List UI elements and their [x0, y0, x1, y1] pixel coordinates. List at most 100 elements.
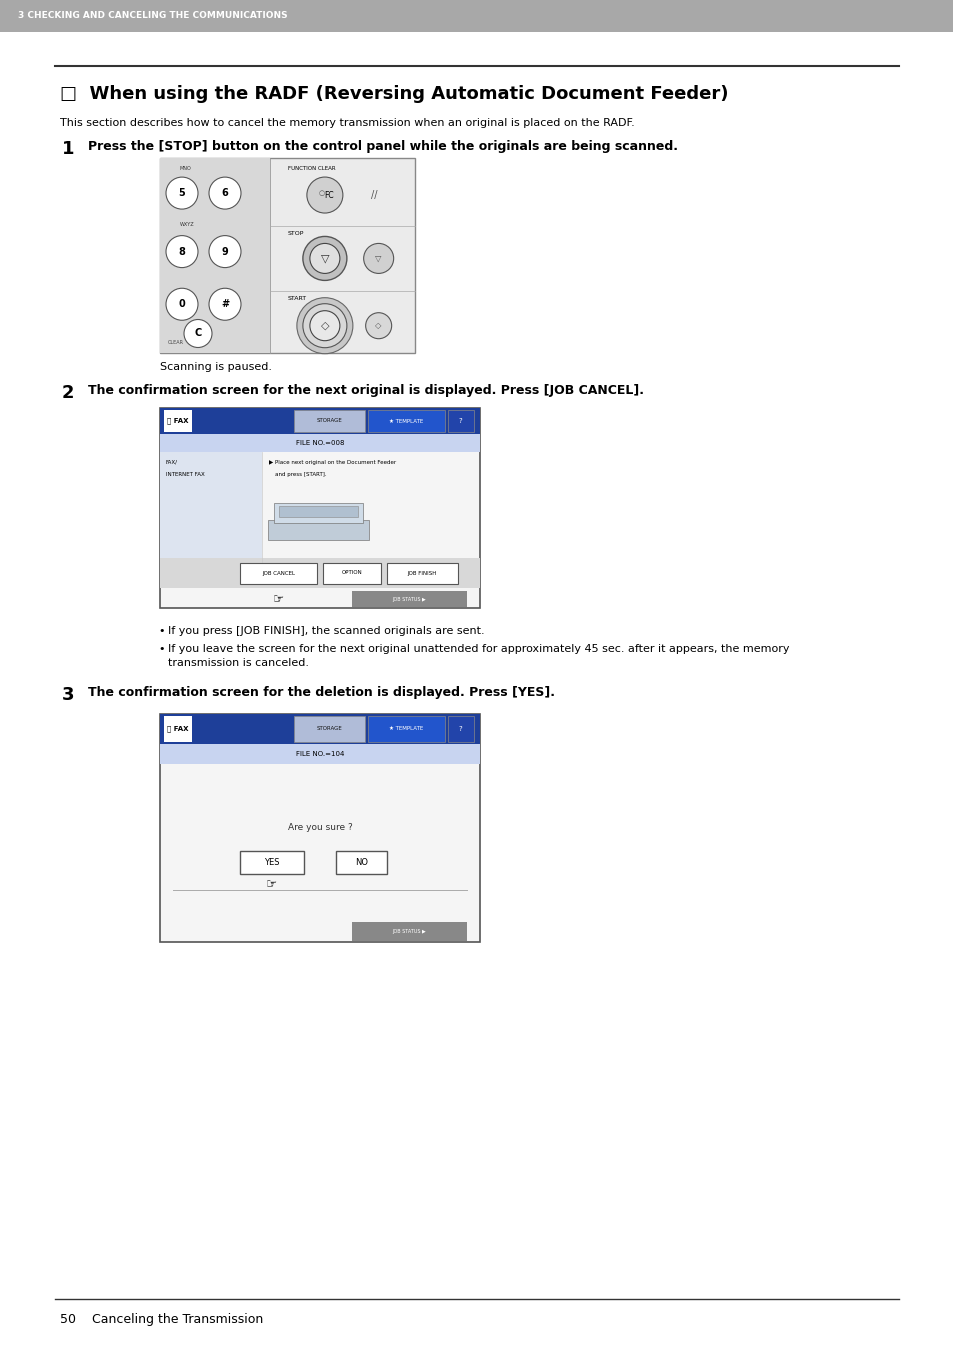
Text: NO: NO [355, 858, 368, 867]
Bar [160, 713, 479, 942]
Text: C: C [194, 328, 201, 339]
Text: •: • [158, 644, 164, 654]
Text: JOB FINISH: JOB FINISH [407, 570, 436, 576]
Text: ▶ Place next original on the Document Feeder: ▶ Place next original on the Document Fe… [269, 459, 395, 465]
Text: Scanning is paused.: Scanning is paused. [160, 362, 272, 372]
Bar [279, 505, 357, 517]
Bar [387, 562, 457, 584]
Circle shape [296, 297, 353, 354]
Text: Press the [STOP] button on the control panel while the originals are being scann: Press the [STOP] button on the control p… [88, 141, 678, 153]
Bar [448, 716, 473, 742]
Bar [294, 409, 364, 432]
Text: ☞: ☞ [273, 593, 284, 607]
Bar [368, 716, 444, 742]
Text: 5: 5 [178, 188, 185, 199]
Text: 3: 3 [62, 686, 74, 704]
Text: ▽: ▽ [320, 254, 329, 263]
Text: ○: ○ [318, 190, 325, 196]
Text: ◇: ◇ [375, 322, 381, 330]
Text: 0: 0 [178, 300, 185, 309]
Circle shape [363, 243, 394, 273]
Bar [0, 0, 953, 32]
Circle shape [209, 288, 241, 320]
Text: □  When using the RADF (Reversing Automatic Document Feeder): □ When using the RADF (Reversing Automat… [60, 85, 728, 103]
Text: This section describes how to cancel the memory transmission when an original is: This section describes how to cancel the… [60, 118, 634, 128]
Text: 6: 6 [221, 188, 228, 199]
Text: The confirmation screen for the deletion is displayed. Press [YES].: The confirmation screen for the deletion… [88, 686, 555, 698]
Bar [335, 851, 387, 874]
Bar [352, 590, 467, 607]
Text: 1: 1 [62, 141, 74, 158]
Bar [164, 409, 192, 432]
Text: ⌖ FAX: ⌖ FAX [167, 725, 189, 732]
Bar [368, 409, 444, 432]
Bar [160, 408, 479, 434]
Text: CLEAR: CLEAR [168, 340, 184, 345]
Text: FC: FC [324, 190, 334, 200]
Text: ☞: ☞ [266, 878, 277, 892]
Text: FUNCTION CLEAR: FUNCTION CLEAR [288, 166, 335, 172]
Text: STOP: STOP [288, 231, 304, 236]
Text: ▽: ▽ [375, 254, 381, 263]
Text: STORAGE: STORAGE [316, 419, 342, 423]
Bar [160, 713, 479, 743]
Bar [160, 158, 270, 353]
Text: transmission is canceled.: transmission is canceled. [168, 658, 309, 667]
Text: FAX/: FAX/ [166, 459, 178, 465]
Circle shape [209, 235, 241, 267]
Text: The confirmation screen for the next original is displayed. Press [JOB CANCEL].: The confirmation screen for the next ori… [88, 384, 643, 397]
Text: ◇: ◇ [320, 320, 329, 331]
Bar [294, 716, 364, 742]
Text: and press [START].: and press [START]. [274, 471, 327, 477]
Bar [268, 520, 369, 539]
Circle shape [302, 236, 347, 281]
Bar [240, 562, 316, 584]
Text: JOB CANCEL: JOB CANCEL [262, 570, 294, 576]
Bar [160, 558, 479, 588]
Bar [323, 562, 380, 584]
Text: •: • [158, 626, 164, 636]
Text: OPTION: OPTION [341, 570, 362, 576]
Text: MNO: MNO [180, 166, 192, 170]
Bar [240, 851, 304, 874]
Text: FILE NO.=104: FILE NO.=104 [295, 751, 344, 757]
Text: INTERNET FAX: INTERNET FAX [166, 471, 205, 477]
Text: #: # [221, 300, 229, 309]
Text: START: START [288, 296, 307, 301]
Bar [160, 158, 415, 353]
Text: 3 CHECKING AND CANCELING THE COMMUNICATIONS: 3 CHECKING AND CANCELING THE COMMUNICATI… [18, 12, 287, 20]
Circle shape [166, 177, 198, 209]
Text: 50    Canceling the Transmission: 50 Canceling the Transmission [60, 1313, 263, 1325]
Bar [160, 453, 262, 567]
Text: If you press [JOB FINISH], the scanned originals are sent.: If you press [JOB FINISH], the scanned o… [168, 626, 484, 636]
Text: 8: 8 [178, 247, 185, 257]
Text: ⌖ FAX: ⌖ FAX [167, 417, 189, 424]
Circle shape [310, 311, 339, 340]
Bar [160, 434, 479, 453]
Bar [448, 409, 473, 432]
Text: ?: ? [458, 417, 462, 424]
Bar [164, 716, 192, 742]
Circle shape [307, 177, 342, 213]
Circle shape [166, 288, 198, 320]
Text: ★ TEMPLATE: ★ TEMPLATE [389, 727, 423, 731]
Circle shape [209, 177, 241, 209]
Circle shape [166, 235, 198, 267]
Text: JOB STATUS ▶: JOB STATUS ▶ [393, 929, 426, 935]
Text: //: // [371, 190, 377, 200]
Text: FILE NO.=008: FILE NO.=008 [295, 440, 344, 446]
Text: If you leave the screen for the next original unattended for approximately 45 se: If you leave the screen for the next ori… [168, 644, 789, 654]
Bar [274, 503, 363, 523]
Text: STORAGE: STORAGE [316, 727, 342, 731]
Circle shape [184, 319, 212, 347]
Text: ?: ? [458, 725, 462, 732]
Text: ★ TEMPLATE: ★ TEMPLATE [389, 419, 423, 423]
Text: YES: YES [264, 858, 279, 867]
Text: WXYZ: WXYZ [180, 223, 194, 227]
Bar [352, 923, 467, 942]
Text: 2: 2 [62, 384, 74, 403]
Text: 9: 9 [221, 247, 228, 257]
Text: JOB STATUS ▶: JOB STATUS ▶ [393, 597, 426, 601]
Circle shape [302, 304, 347, 347]
Bar [160, 743, 479, 765]
